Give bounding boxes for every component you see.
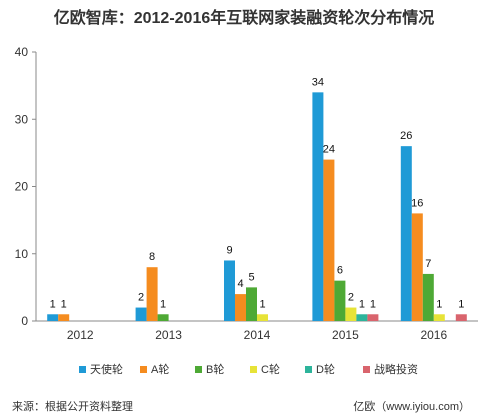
legend-label: A轮 bbox=[151, 362, 169, 376]
legend-label: D轮 bbox=[316, 362, 335, 376]
bar-2015-C轮 bbox=[345, 307, 357, 321]
bar-2013-天使轮 bbox=[135, 307, 147, 321]
bar-2014-B轮 bbox=[246, 287, 257, 321]
data-label: 1 bbox=[359, 298, 365, 310]
bar-2013-B轮 bbox=[157, 314, 169, 321]
bar-2016-A轮 bbox=[411, 213, 423, 321]
data-label: 5 bbox=[248, 271, 254, 283]
data-label: 7 bbox=[425, 258, 431, 270]
legend-swatch bbox=[363, 366, 370, 373]
y-tick-label: 30 bbox=[15, 112, 29, 126]
data-label: 16 bbox=[411, 197, 423, 209]
credit-note: 亿欧（www.iyiou.com） bbox=[353, 401, 470, 413]
legend-label: C轮 bbox=[261, 362, 280, 376]
data-label: 1 bbox=[160, 298, 166, 310]
legend-label: 战略投资 bbox=[374, 362, 418, 376]
y-tick-label: 0 bbox=[21, 314, 28, 328]
bar-2014-A轮 bbox=[235, 294, 246, 321]
data-label: 4 bbox=[237, 278, 243, 290]
bar-2015-A轮 bbox=[323, 159, 335, 321]
data-label: 1 bbox=[259, 298, 265, 310]
bar-2012-天使轮 bbox=[47, 314, 59, 321]
data-label: 24 bbox=[323, 144, 335, 156]
legend-swatch bbox=[195, 366, 202, 373]
data-label: 1 bbox=[61, 298, 67, 310]
legend-swatch bbox=[250, 366, 257, 373]
data-label: 2 bbox=[348, 292, 354, 304]
data-label: 26 bbox=[400, 130, 412, 142]
bar-2014-天使轮 bbox=[224, 260, 235, 321]
y-tick-label: 10 bbox=[15, 247, 29, 261]
data-label: 1 bbox=[436, 298, 442, 310]
x-tick-label: 2015 bbox=[332, 328, 359, 342]
data-label: 6 bbox=[337, 265, 343, 277]
legend-label: B轮 bbox=[206, 362, 224, 376]
legend-swatch bbox=[140, 366, 147, 373]
x-tick-label: 2014 bbox=[244, 328, 271, 342]
bar-2015-天使轮 bbox=[312, 92, 324, 321]
y-tick-label: 20 bbox=[15, 180, 29, 194]
data-label: 8 bbox=[149, 251, 155, 263]
bar-2015-战略投资 bbox=[367, 314, 379, 321]
legend-swatch bbox=[79, 366, 86, 373]
y-tick-label: 40 bbox=[15, 45, 29, 59]
bar-2016-B轮 bbox=[422, 273, 434, 321]
x-tick-label: 2012 bbox=[67, 328, 94, 342]
x-tick-label: 2013 bbox=[155, 328, 182, 342]
data-label: 1 bbox=[50, 298, 56, 310]
bar-2016-天使轮 bbox=[400, 146, 412, 321]
source-note: 来源：根据公开资料整理 bbox=[12, 401, 133, 413]
data-label: 1 bbox=[458, 298, 464, 310]
chart-title: 亿欧智库：2012-2016年互联网家装融资轮次分布情况 bbox=[53, 10, 435, 27]
data-label: 2 bbox=[138, 292, 144, 304]
bar-2013-A轮 bbox=[146, 267, 158, 321]
bar-2014-C轮 bbox=[257, 314, 268, 321]
bar-2015-B轮 bbox=[334, 280, 346, 321]
data-label: 34 bbox=[312, 76, 324, 88]
legend-label: 天使轮 bbox=[90, 362, 123, 376]
data-label: 1 bbox=[370, 298, 376, 310]
bar-2015-D轮 bbox=[356, 314, 368, 321]
legend-swatch bbox=[305, 366, 312, 373]
data-label: 9 bbox=[226, 244, 232, 256]
x-tick-label: 2016 bbox=[420, 328, 447, 342]
bar-2012-A轮 bbox=[58, 314, 70, 321]
bar-2016-C轮 bbox=[433, 314, 445, 321]
bar-2016-战略投资 bbox=[455, 314, 467, 321]
